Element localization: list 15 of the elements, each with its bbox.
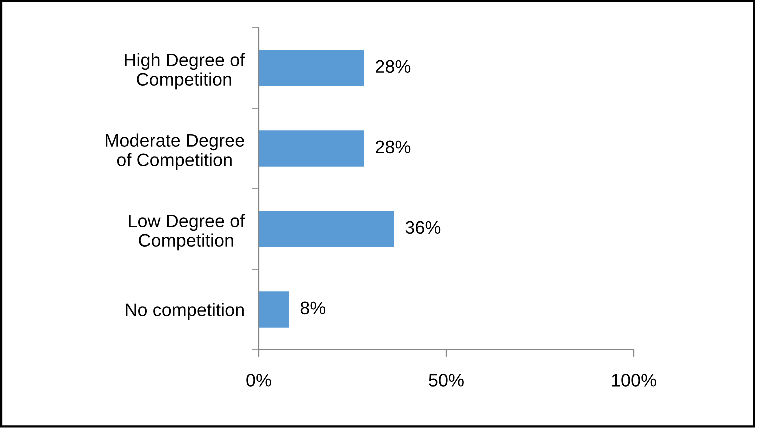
bar — [259, 130, 364, 167]
data-label: 8% — [300, 302, 326, 315]
data-label: 28% — [376, 60, 411, 74]
data-label: 28% — [376, 140, 411, 154]
y-tick-label: No competition — [126, 303, 244, 320]
bar — [259, 211, 394, 248]
y-tick-label: High Degree of Competition — [125, 53, 246, 90]
bar — [259, 50, 364, 86]
data-label: 36% — [406, 221, 441, 234]
bar — [259, 292, 289, 328]
y-tick-label: Moderate Degree of Competition — [106, 134, 244, 170]
y-tick-label: Low Degree of Competition — [129, 214, 246, 251]
x-tick-label: 100% — [612, 374, 656, 387]
x-tick-label: 50% — [429, 374, 464, 387]
x-tick-label: 0% — [246, 374, 272, 387]
